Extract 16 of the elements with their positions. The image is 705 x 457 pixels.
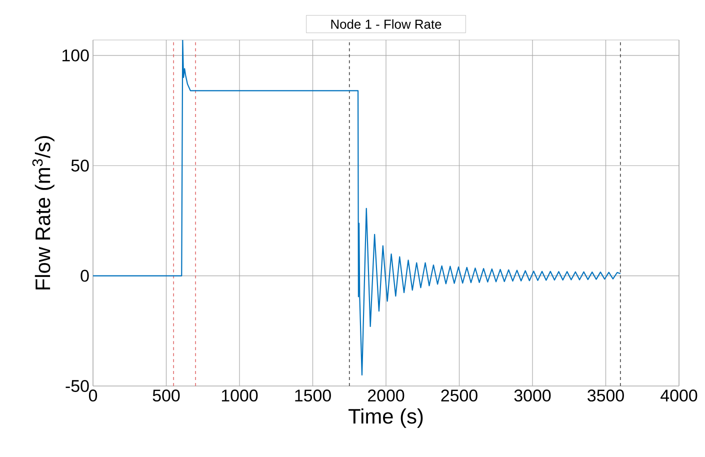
- y-tick-label: 50: [71, 160, 89, 172]
- x-tick-label: 1000: [222, 390, 258, 402]
- chart-title: Node 1 - Flow Rate: [331, 19, 442, 29]
- x-tick-label: 500: [152, 390, 180, 402]
- x-tick-label: 4000: [660, 390, 698, 402]
- x-tick-label: 0: [88, 390, 98, 402]
- x-tick-label: 1500: [295, 390, 331, 402]
- x-tick-label: 3500: [588, 390, 624, 402]
- x-tick-label: 3000: [514, 390, 551, 402]
- x-tick-label: 2000: [368, 390, 404, 402]
- x-axis-title: Time (s): [348, 408, 423, 428]
- y-axis-title: Flow Rate (m$^{3}$/s): [32, 136, 54, 290]
- y-tick-label: 0: [80, 270, 89, 282]
- y-tick-label: 100: [62, 49, 89, 62]
- y-tick-label: -50: [66, 380, 89, 392]
- x-tick-label: 2500: [441, 390, 478, 402]
